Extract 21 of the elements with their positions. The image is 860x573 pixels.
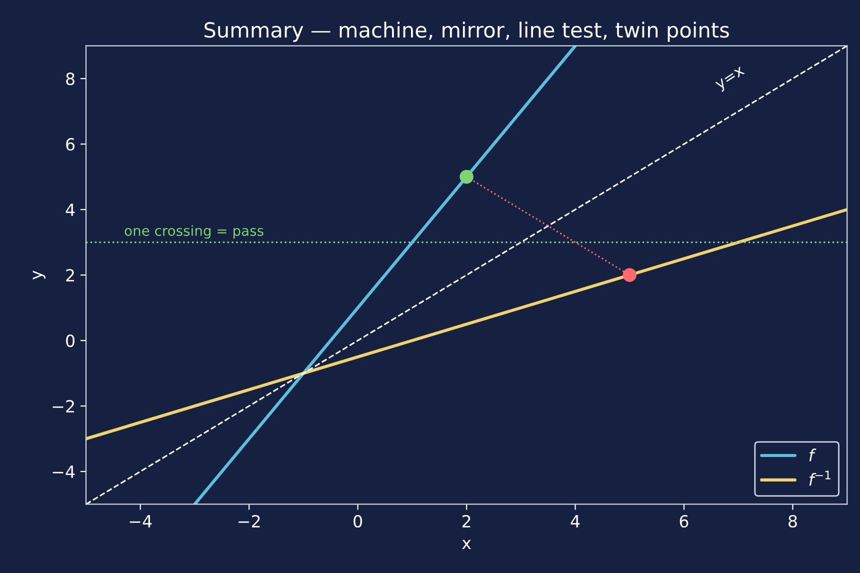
legend-label: f xyxy=(809,448,816,462)
x-tick-label: 6 xyxy=(680,514,688,528)
annotation: y=x xyxy=(715,66,747,92)
legend-label: f$^{−1}$ xyxy=(809,470,830,486)
y-tick-label: 8 xyxy=(66,72,74,86)
y-tick-label: 6 xyxy=(66,138,75,151)
ref-line-label: one crossing = pass xyxy=(124,225,264,239)
y-tick-label: 2 xyxy=(66,269,74,282)
x-tick-label: 8 xyxy=(788,514,797,528)
x-tick-label: −4 xyxy=(130,515,152,528)
y-tick-label: −4 xyxy=(52,466,75,478)
x-axis-title: x xyxy=(462,540,471,550)
y-tick-label: 4 xyxy=(66,204,75,216)
x-tick-label: −2 xyxy=(238,514,260,528)
y-axis-title: y xyxy=(32,270,46,280)
y-tick-label: −2 xyxy=(52,400,74,412)
x-tick-label: 2 xyxy=(462,514,470,528)
x-tick-label: 4 xyxy=(570,515,580,528)
chart-title: Summary — machine, mirror, line test, twin points xyxy=(204,22,729,42)
x-tick-label: 0 xyxy=(354,514,362,528)
y-tick-label: 0 xyxy=(66,334,74,348)
